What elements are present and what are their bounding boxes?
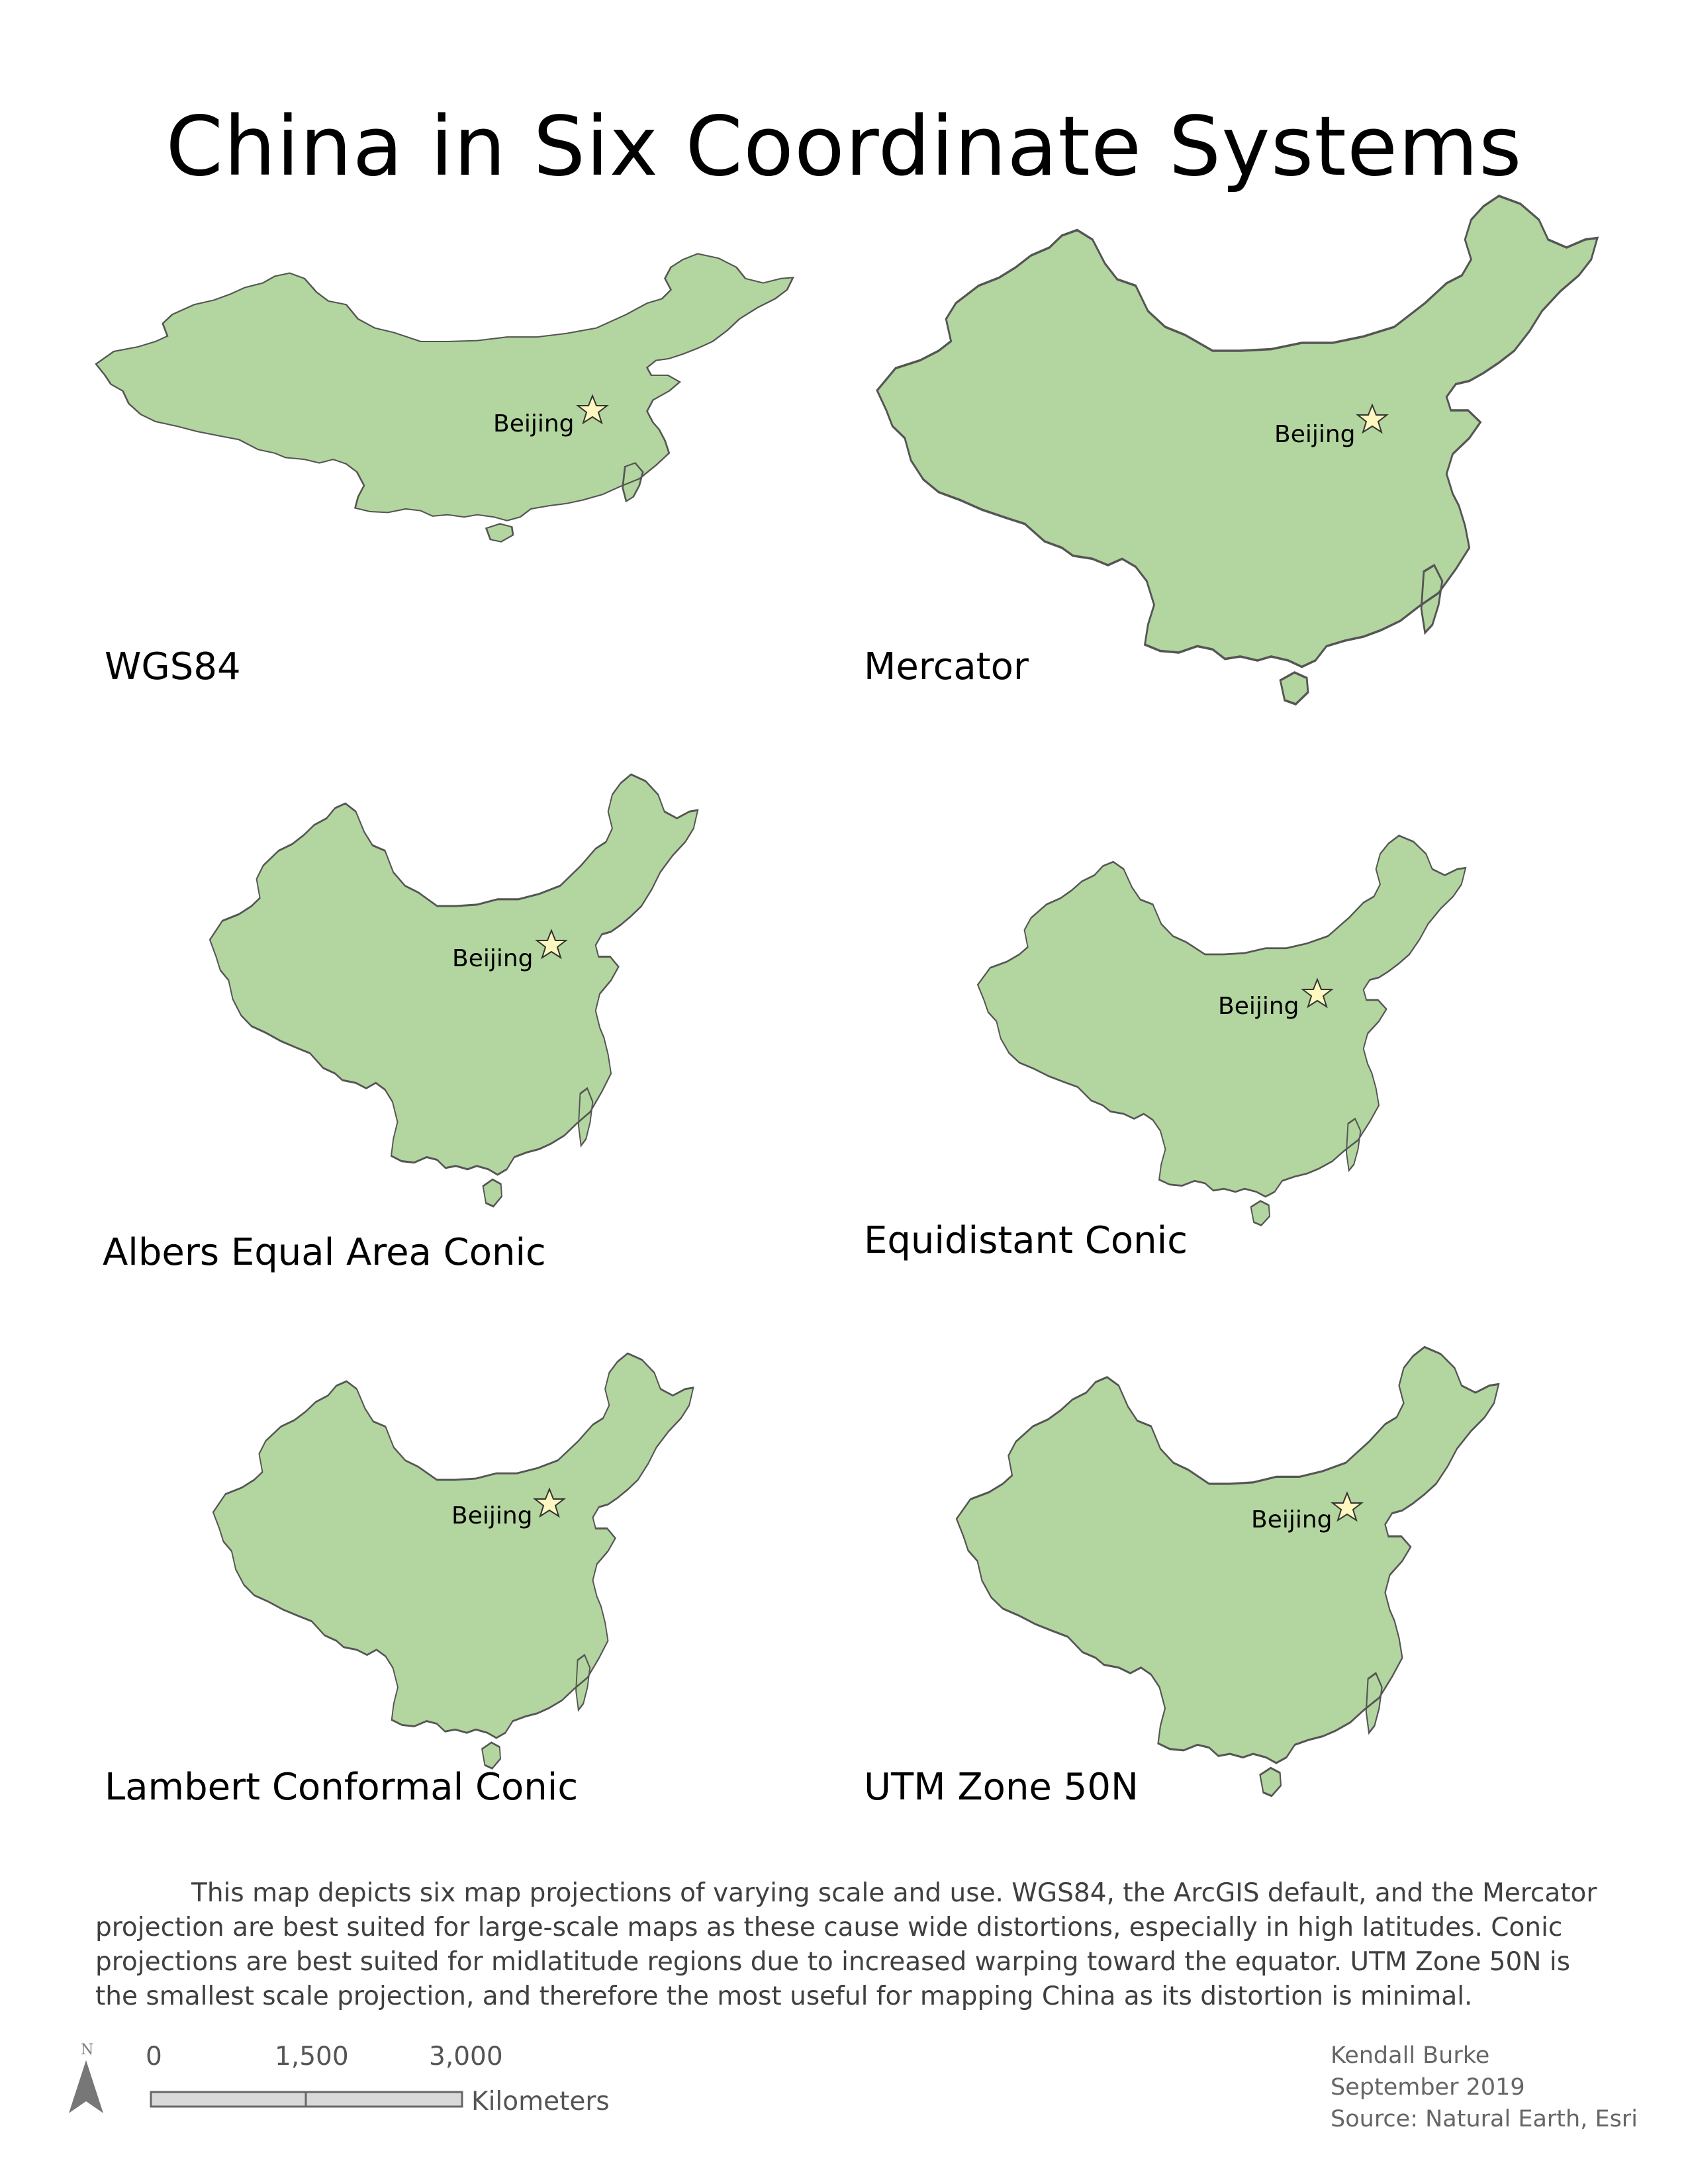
beijing-label: Beijing (1251, 1506, 1333, 1533)
projection-label-wgs84: WGS84 (105, 645, 241, 688)
north-arrow-icon (69, 2060, 103, 2113)
beijing-label: Beijing (1274, 421, 1356, 448)
map-panel-equidistant: Beijing (976, 835, 1467, 1226)
north-arrow: N (66, 2042, 106, 2121)
map-panel-mercator: Beijing (876, 195, 1599, 705)
map-panel-utm: Beijing (955, 1345, 1500, 1797)
map-panel-wgs84: Beijing (95, 253, 794, 543)
map-panel-lambert: Beijing (212, 1352, 694, 1770)
author: Kendall Burke (1331, 2042, 1490, 2069)
source: Source: Natural Earth, Esri (1331, 2106, 1638, 2132)
beijing-label: Beijing (493, 410, 575, 437)
projection-label-equidistant: Equidistant Conic (864, 1219, 1188, 1262)
projection-label-albers: Albers Equal Area Conic (103, 1231, 546, 1274)
china-shape (209, 773, 699, 1208)
china-shape (876, 195, 1599, 705)
scale-unit: Kilometers (471, 2087, 610, 2116)
beijing-label: Beijing (451, 1502, 533, 1529)
projection-label-mercator: Mercator (864, 645, 1029, 688)
scale-tick-label: 3,000 (429, 2042, 503, 2071)
china-shape (212, 1352, 694, 1770)
china-shape (955, 1345, 1500, 1797)
date: September 2019 (1331, 2074, 1525, 2101)
scale-bar: 0 1,500 3,000 Kilometers (66, 2042, 649, 2161)
projection-label-utm: UTM Zone 50N (864, 1766, 1139, 1809)
credits: Kendall Burke September 2019 Source: Nat… (1331, 2040, 1638, 2135)
north-label: N (81, 2042, 94, 2058)
beijing-label: Beijing (1218, 993, 1299, 1020)
map-panel-albers: Beijing (209, 773, 699, 1208)
beijing-label: Beijing (452, 945, 534, 972)
china-shape (976, 835, 1467, 1226)
scale-tick-label: 0 (146, 2042, 162, 2071)
map-title: China in Six Coordinate Systems (165, 99, 1523, 195)
description-text: This map depicts six map projections of … (95, 1878, 1597, 2011)
projection-label-lambert: Lambert Conformal Conic (105, 1766, 579, 1809)
scale-bar-graphic (150, 2091, 463, 2108)
scale-tick-label: 1,500 (275, 2042, 349, 2071)
china-shape (95, 253, 794, 543)
